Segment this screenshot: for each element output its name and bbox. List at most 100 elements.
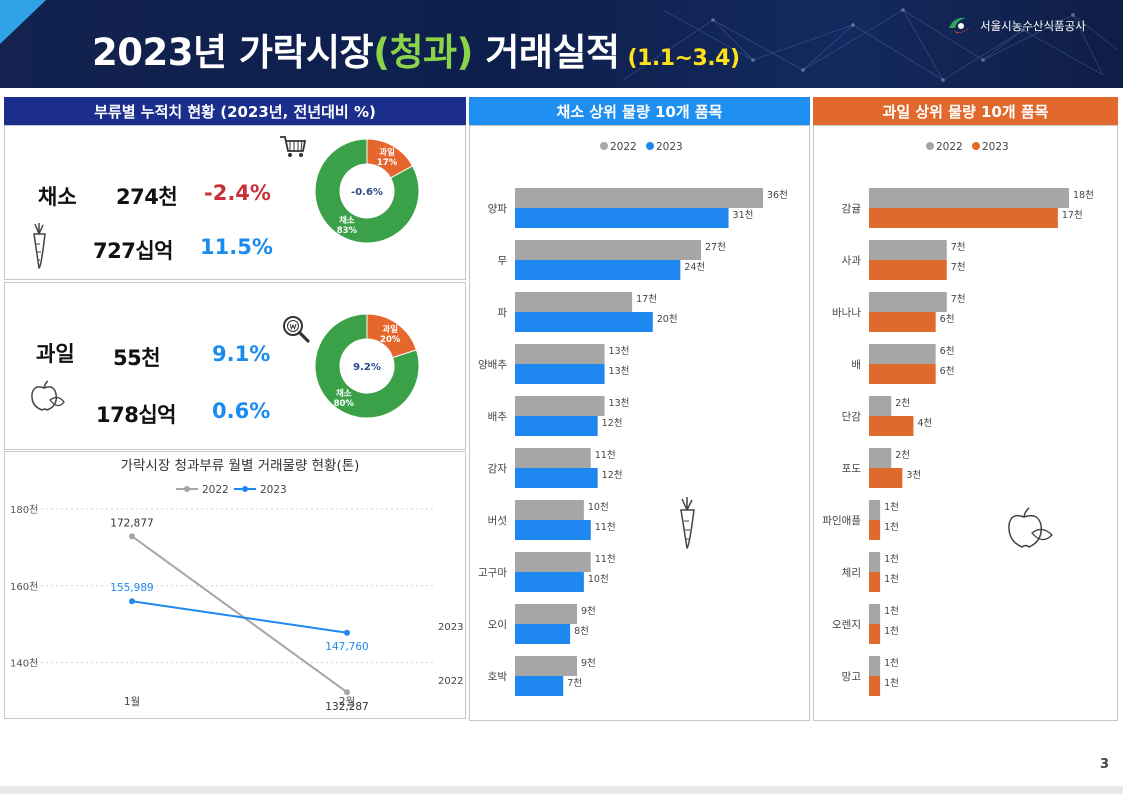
- bar-2023: [515, 572, 584, 592]
- carrot-icon: [33, 223, 46, 269]
- bar-2022: [869, 344, 936, 364]
- bar-value-label: 8천: [574, 626, 589, 637]
- data-point: [129, 533, 135, 540]
- shopping-cart-icon: [280, 136, 307, 157]
- series-line-2022: [131, 535, 348, 694]
- legend-label: 2023: [982, 141, 1009, 153]
- bar-2023: [869, 260, 947, 280]
- bar-value-label: 10천: [588, 502, 609, 513]
- fruit-summary-panel: [4, 282, 466, 450]
- fruit-top10-title: 과일 상위 물량 10개 품목: [813, 97, 1118, 125]
- category-label: 파: [497, 307, 507, 319]
- bar-2023: [515, 364, 605, 384]
- bar-value-label: 31천: [733, 210, 754, 221]
- category-label: 바나나: [832, 307, 861, 319]
- y-tick-label: 180천: [10, 504, 38, 516]
- fruit-volume: 55천: [113, 346, 161, 370]
- bar-value-label: 7천: [567, 678, 582, 689]
- bar-value-label: 20천: [657, 314, 678, 325]
- fruit-donut-slice-name: 과일: [382, 324, 398, 335]
- veg-donut-slice-pct: 83%: [337, 226, 358, 236]
- legend-label: 2022: [936, 141, 963, 153]
- category-label: 무: [497, 255, 507, 267]
- bar-value-label: 4천: [917, 418, 932, 429]
- category-label: 배: [851, 359, 861, 371]
- bar-value-label: 24천: [684, 262, 705, 273]
- bar-value-label: 9천: [581, 658, 596, 669]
- data-label: 132,287: [325, 701, 368, 713]
- category-label: 고구마: [478, 567, 507, 579]
- org-name: 서울시농수산식품공사: [980, 19, 1086, 33]
- period-label: (1.1~3.4): [627, 46, 741, 71]
- category-label: 감자: [488, 463, 508, 475]
- bar-2022: [869, 240, 947, 260]
- bar-2023: [869, 416, 914, 436]
- category-label: 오이: [488, 619, 507, 631]
- line-chart-title: 가락시장 청과부류 월별 거래물량 현황(톤): [121, 458, 360, 474]
- apple-icon: [1008, 507, 1053, 548]
- bar-value-label: 1천: [884, 626, 899, 637]
- fruit-amount: 178십억: [96, 403, 176, 427]
- bar-value-label: 11천: [595, 554, 616, 565]
- year-label: 2022: [438, 676, 463, 687]
- vegetable-volume: 274천: [116, 185, 178, 209]
- bar-2023: [869, 676, 881, 696]
- x-tick-label: 1월: [124, 696, 140, 708]
- fruit-donut-slice-name: 채소: [336, 388, 352, 399]
- bar-2023: [869, 312, 936, 332]
- bar-value-label: 7천: [951, 294, 966, 305]
- category-label: 망고: [842, 671, 862, 683]
- fruit-donut-slice: [314, 313, 420, 419]
- vegetable-label: 채소: [38, 185, 77, 209]
- org-logo-block: 서울시농수산식품공사: [946, 14, 1086, 38]
- bar-2023: [515, 260, 681, 280]
- bar-2022: [515, 552, 591, 572]
- veg-donut-center-label: -0.6%: [351, 187, 383, 198]
- fruit-label: 과일: [36, 342, 75, 366]
- bar-value-label: 1천: [884, 658, 899, 669]
- legend-label: 2022: [610, 141, 637, 153]
- bar-value-label: 12천: [602, 470, 623, 481]
- bar-value-label: 10천: [588, 574, 609, 585]
- category-label: 양파: [488, 203, 508, 215]
- category-label: 파인애플: [822, 515, 861, 527]
- legend-marker: [242, 486, 248, 492]
- bar-value-label: 1천: [884, 554, 899, 565]
- bar-2022: [869, 604, 881, 624]
- legend-marker: [184, 486, 190, 492]
- bar-2022: [515, 604, 577, 624]
- bar-2023: [515, 676, 564, 696]
- monthly-volume-line-chart: 가락시장 청과부류 월별 거래물량 현황(톤) 2022 2023 140천 160천 1…: [10, 458, 463, 713]
- category-label: 호박: [488, 671, 508, 683]
- bar-value-label: 9천: [581, 606, 596, 617]
- bar-2022: [869, 396, 892, 416]
- bar-2023: [515, 520, 591, 540]
- bar-value-label: 18천: [1073, 190, 1094, 201]
- bar-value-label: 1천: [884, 678, 899, 689]
- header-accent: [0, 0, 46, 44]
- bar-2022: [515, 448, 591, 468]
- bar-2022: [515, 396, 605, 416]
- data-point: [129, 598, 135, 605]
- veg-donut-slice-name: 과일: [379, 147, 395, 158]
- y-tick-label: 160천: [10, 581, 38, 593]
- vegetable-amount: 727십억: [93, 239, 173, 263]
- bar-2022: [869, 552, 881, 572]
- bar-value-label: 13천: [609, 346, 630, 357]
- bar-2023: [869, 468, 903, 488]
- series-line-2023: [131, 600, 348, 634]
- bar-value-label: 7천: [951, 262, 966, 273]
- bar-value-label: 2천: [895, 398, 910, 409]
- fruit-volume-pct: 9.1%: [212, 342, 271, 366]
- bar-value-label: 36천: [767, 190, 788, 201]
- bar-2023: [515, 312, 653, 332]
- org-logo-icon: [949, 17, 971, 34]
- legend-marker: [972, 142, 980, 150]
- fruit-donut-slice-pct: 20%: [380, 335, 401, 345]
- bar-value-label: 6천: [940, 346, 955, 357]
- bar-value-label: 27천: [705, 242, 726, 253]
- veg-donut-slice-pct: 17%: [377, 158, 398, 168]
- category-label: 감귤: [842, 203, 862, 215]
- data-point: [344, 689, 350, 696]
- bar-value-label: 1천: [884, 502, 899, 513]
